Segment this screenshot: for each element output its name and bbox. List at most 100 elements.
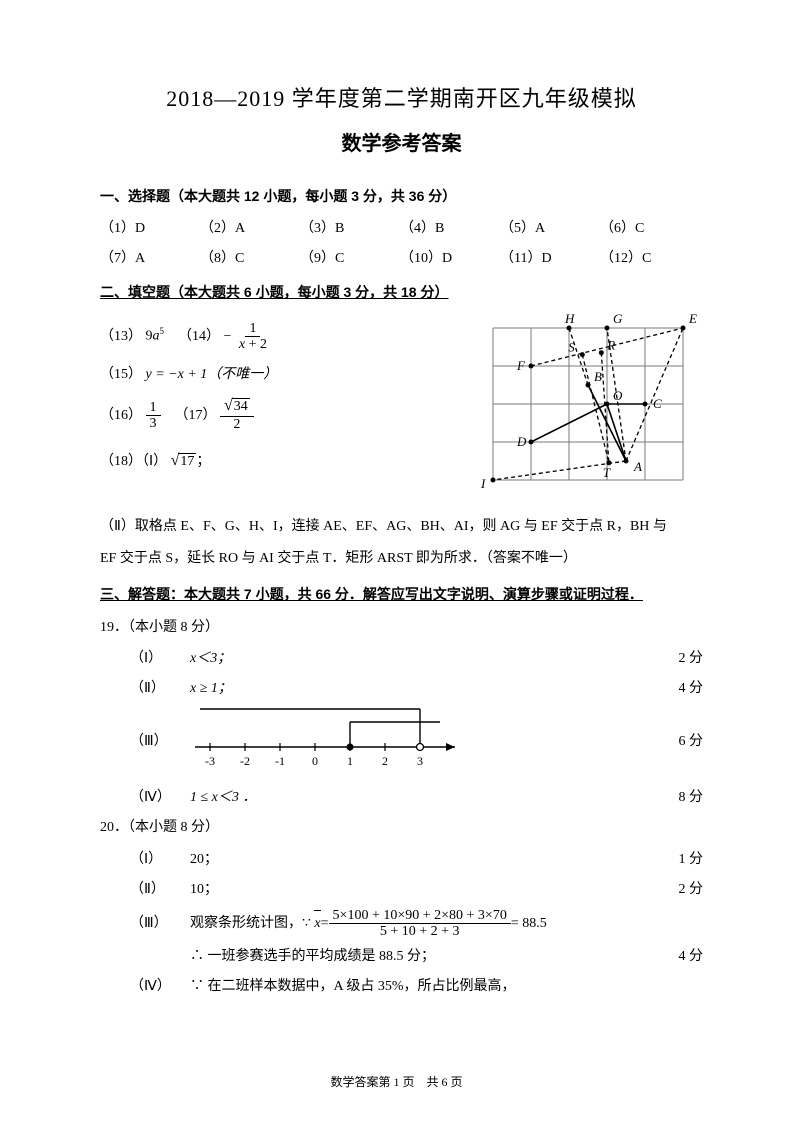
q20-iii-line2-txt: ∴ 一班参赛选手的平均成绩是 88.5 分； — [190, 945, 653, 969]
choice-item: （12）C — [600, 247, 700, 271]
q19-ii-txt: x ≥ 1； — [190, 677, 653, 701]
q14-expr: − 1x + 2 — [224, 321, 272, 353]
q20-iii-lab: （Ⅲ） — [130, 912, 190, 936]
q13-expr: 9a5 — [142, 324, 164, 348]
choice-item: （7）A — [100, 247, 200, 271]
choice-row: （1）D （2）A （3）B （4）B （5）A （6）C — [100, 217, 703, 241]
choice-item: （3）B — [300, 217, 400, 241]
svg-text:R: R — [606, 337, 615, 352]
svg-text:3: 3 — [417, 754, 423, 768]
q19-iv-lab: （Ⅳ） — [130, 786, 190, 810]
q17-expr: √34 2 — [220, 398, 254, 432]
q16-label: （16） — [100, 404, 142, 428]
q19-i-pts: 2 分 — [653, 647, 703, 671]
q20-iii-frac: 5×100 + 10×90 + 2×80 + 3×70 5 + 10 + 2 +… — [329, 908, 511, 940]
choice-item: （10）D — [400, 247, 500, 271]
q20-iv-pts-blank — [653, 975, 703, 999]
q20-i: （Ⅰ） 20； 1 分 — [130, 848, 703, 872]
svg-text:H: H — [564, 313, 575, 326]
q20-iv: （Ⅳ） ∵ 在二班样本数据中，A 级占 35%，所占比例最高， — [130, 975, 703, 999]
q19-iii: （Ⅲ） -3 -2 -1 0 1 2 3 6 分 — [130, 707, 703, 778]
svg-text:D: D — [516, 434, 527, 449]
fill-para-1: （Ⅱ）取格点 E、F、G、H、I，连接 AE、EF、AG、BH、AI，则 AG … — [100, 514, 703, 541]
choice-item: （4）B — [400, 217, 500, 241]
q20-iv-txt: ∵ 在二班样本数据中，A 级占 35%，所占比例最高， — [190, 975, 653, 999]
choice-item: （8）C — [200, 247, 300, 271]
q13-label: （13） — [100, 325, 142, 349]
svg-text:S: S — [568, 339, 575, 354]
svg-text:-2: -2 — [240, 754, 250, 768]
q20-ii: （Ⅱ） 10； 2 分 — [130, 878, 703, 902]
q20-iii: （Ⅲ） 观察条形统计图， ∵ x = 5×100 + 10×90 + 2×80 … — [130, 908, 703, 940]
choice-grid: （1）D （2）A （3）B （4）B （5）A （6）C （7）A （8）C … — [100, 217, 703, 271]
svg-text:E: E — [688, 313, 697, 326]
q20-iii-result: = 88.5 — [511, 912, 547, 936]
q19-ii-pts: 4 分 — [653, 677, 703, 701]
svg-text:G: G — [613, 313, 623, 326]
svg-text:1: 1 — [347, 754, 353, 768]
svg-text:0: 0 — [312, 754, 318, 768]
svg-text:O: O — [613, 388, 623, 403]
section-1-heading: 一、选择题（本大题共 12 小题，每小题 3 分，共 36 分） — [100, 185, 703, 209]
q19-head: 19．（本小题 8 分） — [100, 615, 703, 642]
doc-title-2: 数学参考答案 — [100, 127, 703, 161]
section-3-heading: 三、解答题：本大题共 7 小题，共 66 分．解答应写出文字说明、演算步骤或证明… — [100, 583, 703, 607]
fill-q18: （18）（Ⅰ） √17； — [100, 447, 478, 477]
doc-title-1: 2018—2019 学年度第二学期南开区九年级模拟 — [100, 80, 703, 117]
q19-i-lab: （Ⅰ） — [130, 647, 190, 671]
fill-q13-q14: （13） 9a5 （14） − 1x + 2 — [100, 321, 478, 353]
q19-iv-pts: 8 分 — [653, 786, 703, 810]
q19-iv: （Ⅳ） 1 ≤ x＜3 ． 8 分 — [130, 786, 703, 810]
choice-item: （6）C — [600, 217, 700, 241]
fill-q15: （15） y = −x + 1（不唯一） — [100, 360, 478, 390]
q20-ii-lab: （Ⅱ） — [130, 878, 190, 902]
fill-wrap: （13） 9a5 （14） − 1x + 2 （15） y = −x + 1（不… — [100, 313, 703, 508]
q20-ii-txt: 10； — [190, 878, 653, 902]
svg-text:T: T — [603, 464, 611, 479]
choice-row: （7）A （8）C （9）C （10）D （11）D （12）C — [100, 247, 703, 271]
xbar: x — [314, 912, 320, 936]
q19-i: （Ⅰ） x＜3； 2 分 — [130, 647, 703, 671]
fill-left-col: （13） 9a5 （14） − 1x + 2 （15） y = −x + 1（不… — [100, 313, 478, 485]
svg-text:C: C — [653, 396, 662, 411]
choice-item: （11）D — [500, 247, 600, 271]
q19-i-txt: x＜3； — [190, 647, 653, 671]
fill-para-2: EF 交于点 S，延长 RO 与 AI 交于点 T．矩形 ARST 即为所求．（… — [100, 546, 703, 573]
q19-iv-txt: 1 ≤ x＜3 ． — [190, 786, 653, 810]
q14-label: （14） — [178, 325, 220, 349]
q19-iii-pts: 6 分 — [653, 730, 703, 754]
q20-i-pts: 1 分 — [653, 848, 703, 872]
svg-text:-3: -3 — [205, 754, 215, 768]
q17-label: （17） — [175, 404, 217, 428]
q20-iii-pre: 观察条形统计图， — [190, 912, 302, 936]
q18-label: （18）（Ⅰ） — [100, 450, 167, 474]
choice-item: （1）D — [100, 217, 200, 241]
page-footer: 数学答案第 1 页 共 6 页 — [0, 1072, 793, 1092]
q20-i-txt: 20； — [190, 848, 653, 872]
q20-i-lab: （Ⅰ） — [130, 848, 190, 872]
q19-iii-lab: （Ⅲ） — [130, 730, 190, 754]
eq-sign: = — [321, 912, 329, 936]
q20-iii-pts: 4 分 — [653, 945, 703, 969]
because-symbol: ∵ — [302, 912, 311, 936]
choice-item: （5）A — [500, 217, 600, 241]
q18-expr: √17； — [171, 450, 211, 474]
section-2-heading: 二、填空题（本大题共 6 小题，每小题 3 分，共 18 分） — [100, 281, 703, 305]
q20-iii-txt: 观察条形统计图， ∵ x = 5×100 + 10×90 + 2×80 + 3×… — [190, 908, 653, 940]
svg-text:2: 2 — [382, 754, 388, 768]
q16-expr: 13 — [146, 400, 161, 432]
q20-iv-lab: （Ⅳ） — [130, 975, 190, 999]
svg-text:A: A — [633, 459, 642, 474]
grid-diagram: HGESRFBOCDTAI — [478, 313, 703, 508]
q15-label: （15） — [100, 363, 142, 387]
q15-expr: y = −x + 1（不唯一） — [146, 363, 278, 387]
svg-text:B: B — [594, 369, 602, 384]
choice-item: （9）C — [300, 247, 400, 271]
q20-iii-line2: ∴ 一班参赛选手的平均成绩是 88.5 分； 4 分 — [130, 945, 703, 969]
blank-lab — [130, 945, 190, 969]
q19-iii-numline: -3 -2 -1 0 1 2 3 — [190, 707, 653, 778]
q19-ii-lab: （Ⅱ） — [130, 677, 190, 701]
choice-item: （2）A — [200, 217, 300, 241]
svg-text:-1: -1 — [275, 754, 285, 768]
svg-text:F: F — [516, 358, 526, 373]
